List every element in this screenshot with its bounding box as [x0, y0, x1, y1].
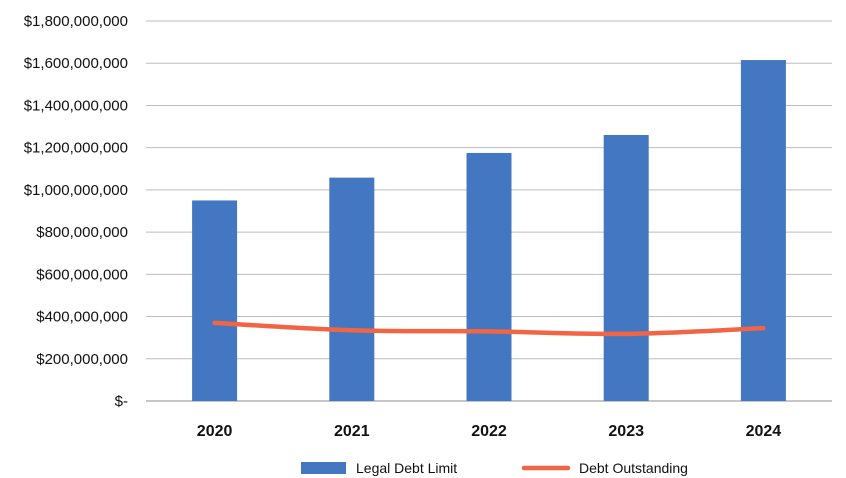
legend-label-debt-outstanding: Debt Outstanding	[579, 460, 688, 476]
y-tick-label: $1,200,000,000	[24, 140, 128, 157]
x-tick-label: 2024	[746, 423, 782, 440]
y-tick-label: $800,000,000	[36, 224, 128, 241]
bar-2023	[603, 135, 649, 401]
y-axis-tick-labels: $- $200,000,000 $400,000,000 $600,000,000 $8…	[24, 13, 128, 410]
bar-2020	[192, 200, 238, 401]
y-tick-label: $1,800,000,000	[24, 13, 128, 30]
y-tick-label: $600,000,000	[36, 266, 128, 283]
y-tick-label: $1,400,000,000	[24, 97, 128, 114]
x-tick-label: 2020	[197, 423, 233, 440]
x-tick-label: 2023	[608, 423, 644, 440]
line-debt-outstanding	[212, 320, 766, 337]
line-series-debt-outstanding	[212, 320, 766, 337]
bar-2022	[466, 152, 512, 401]
x-tick-label: 2022	[471, 423, 507, 440]
bar-series-legal-debt-limit	[192, 60, 786, 402]
y-tick-label: $200,000,000	[36, 351, 128, 368]
legend: Legal Debt Limit Debt Outstanding	[301, 460, 688, 476]
x-axis-tick-labels: 2020 2021 2022 2023 2024	[197, 423, 781, 440]
legend-label-legal-debt-limit: Legal Debt Limit	[356, 460, 457, 476]
bar-2024	[740, 60, 786, 402]
y-tick-label: $1,600,000,000	[24, 55, 128, 72]
y-tick-label: $400,000,000	[36, 309, 128, 326]
y-tick-label: $-	[115, 393, 128, 410]
bar-2021	[329, 177, 375, 401]
y-tick-label: $1,000,000,000	[24, 182, 128, 199]
legend-swatch-legal-debt-limit	[301, 462, 346, 474]
x-tick-label: 2021	[334, 423, 370, 440]
